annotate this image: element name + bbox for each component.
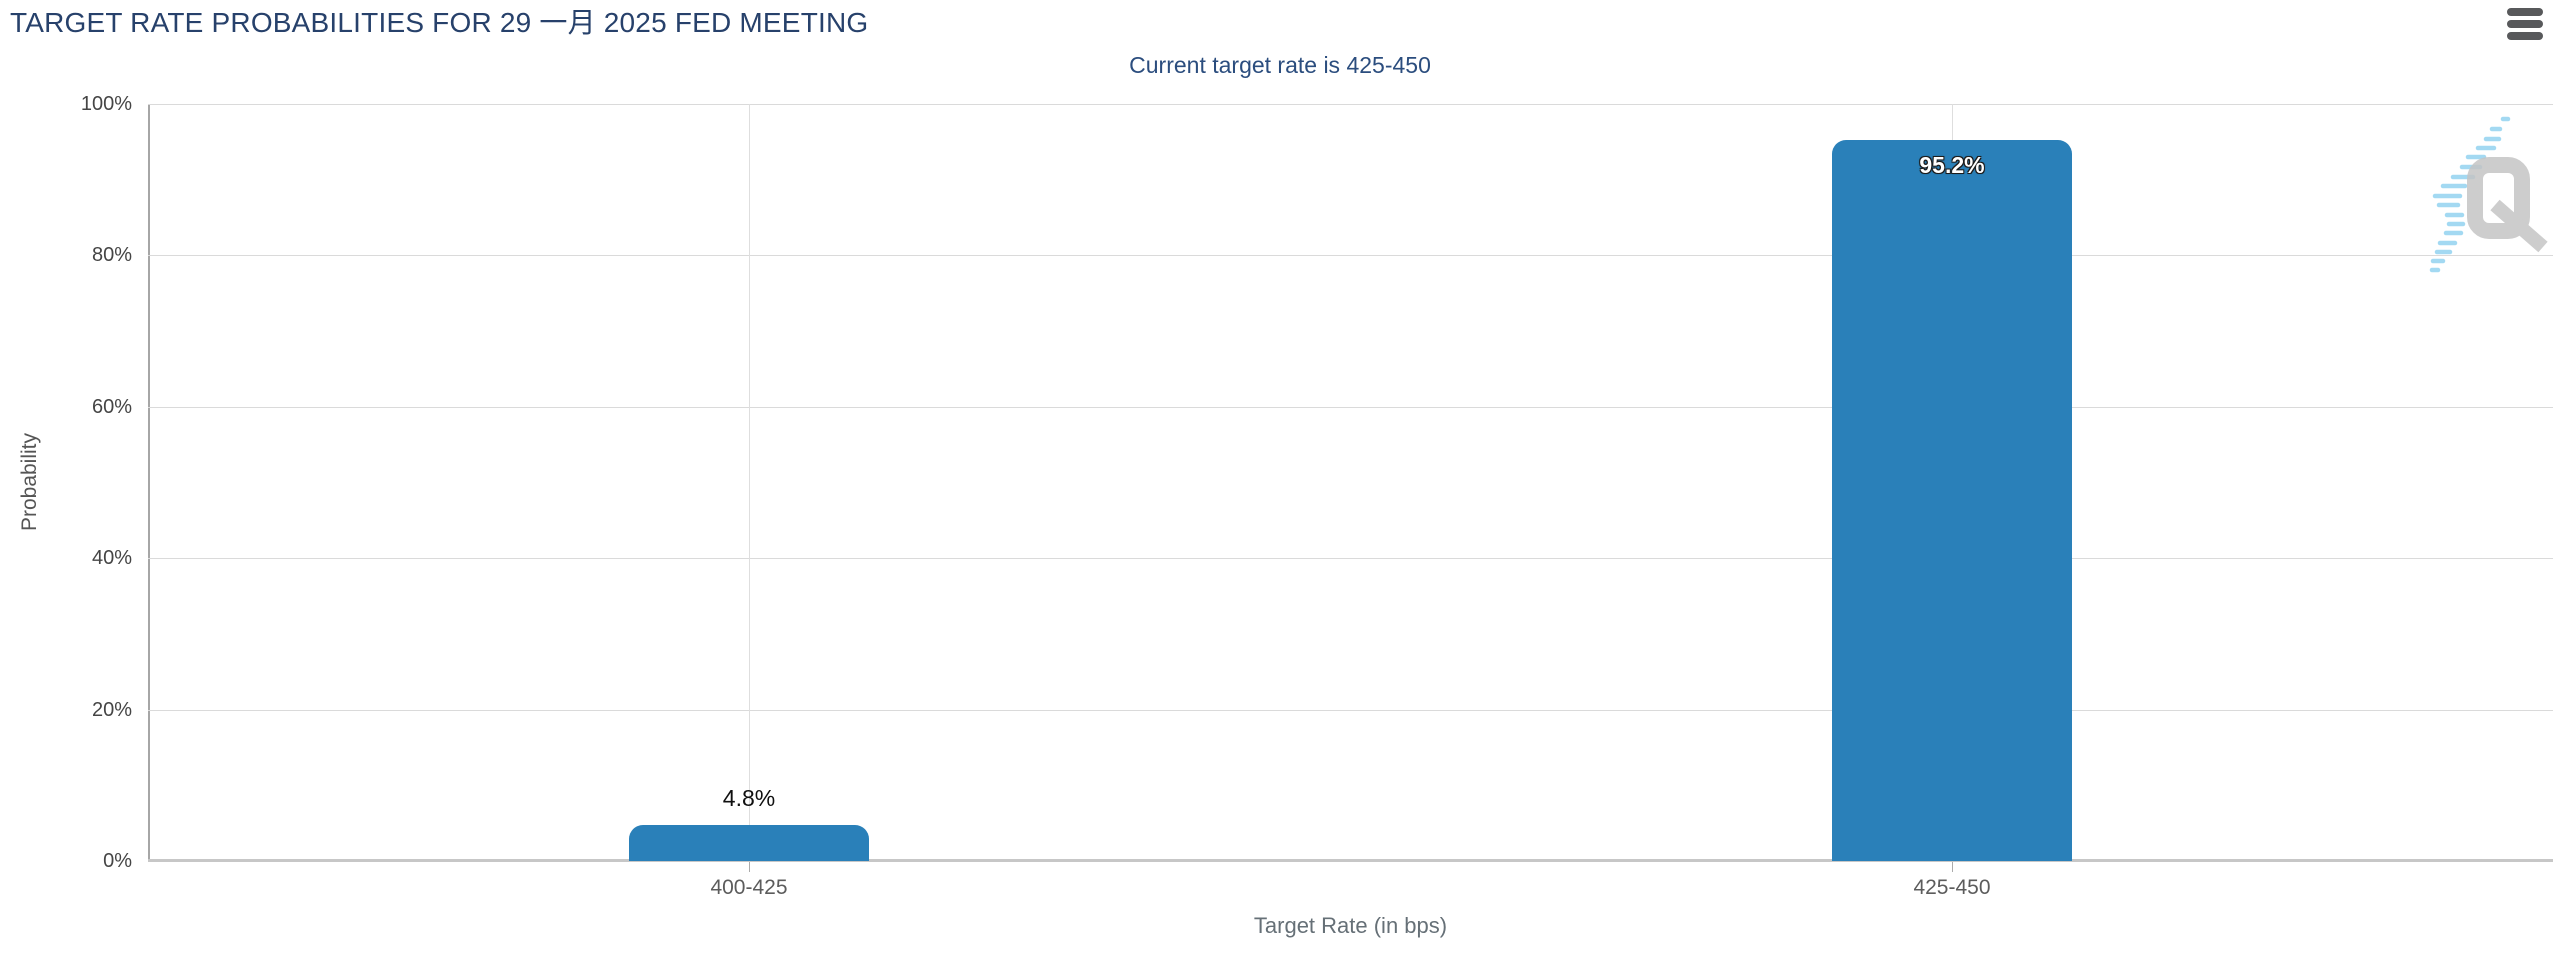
hamburger-icon: [2507, 20, 2543, 28]
y-tick-label: 0%: [103, 850, 132, 872]
y-gridline: [148, 558, 2553, 559]
probability-bar[interactable]: [1832, 140, 2072, 861]
chart-title: TARGET RATE PROBABILITIES FOR 29 一月 2025…: [10, 7, 869, 38]
y-tick-label: 20%: [91, 699, 132, 721]
bar-value-label: 4.8%: [722, 785, 776, 811]
x-tick: [1952, 862, 1953, 872]
x-gridline: [749, 104, 750, 861]
hamburger-icon: [2507, 32, 2543, 40]
y-tick-label: 80%: [91, 244, 132, 266]
y-tick-label: 40%: [91, 547, 132, 569]
y-axis-labels: 0% 20% 40% 60% 80% 100%: [0, 93, 136, 872]
y-gridline: [148, 407, 2553, 408]
x-category-label: 400-425: [710, 876, 788, 899]
x-axis-line: [148, 859, 2553, 862]
x-tick: [749, 862, 750, 872]
y-gridline: [148, 255, 2553, 256]
plot-area: 400-425 4.8% 425-450 95.2%: [148, 104, 2553, 899]
x-axis-title: Target Rate (in bps): [1253, 913, 1448, 938]
x-category-label: 425-450: [1913, 876, 1991, 899]
hamburger-icon: [2507, 8, 2543, 16]
bar-value-label: 95.2%: [1919, 152, 1985, 178]
chart-subtitle: Current target rate is 425-450: [1129, 52, 1431, 78]
probability-bar[interactable]: [629, 825, 869, 861]
y-gridline: [148, 104, 2553, 105]
chart-context-menu-button[interactable]: [2505, 6, 2545, 44]
y-tick-label: 100%: [80, 93, 132, 115]
y-axis-line: [148, 104, 150, 861]
y-gridline: [148, 710, 2553, 711]
y-tick-label: 60%: [91, 396, 132, 418]
